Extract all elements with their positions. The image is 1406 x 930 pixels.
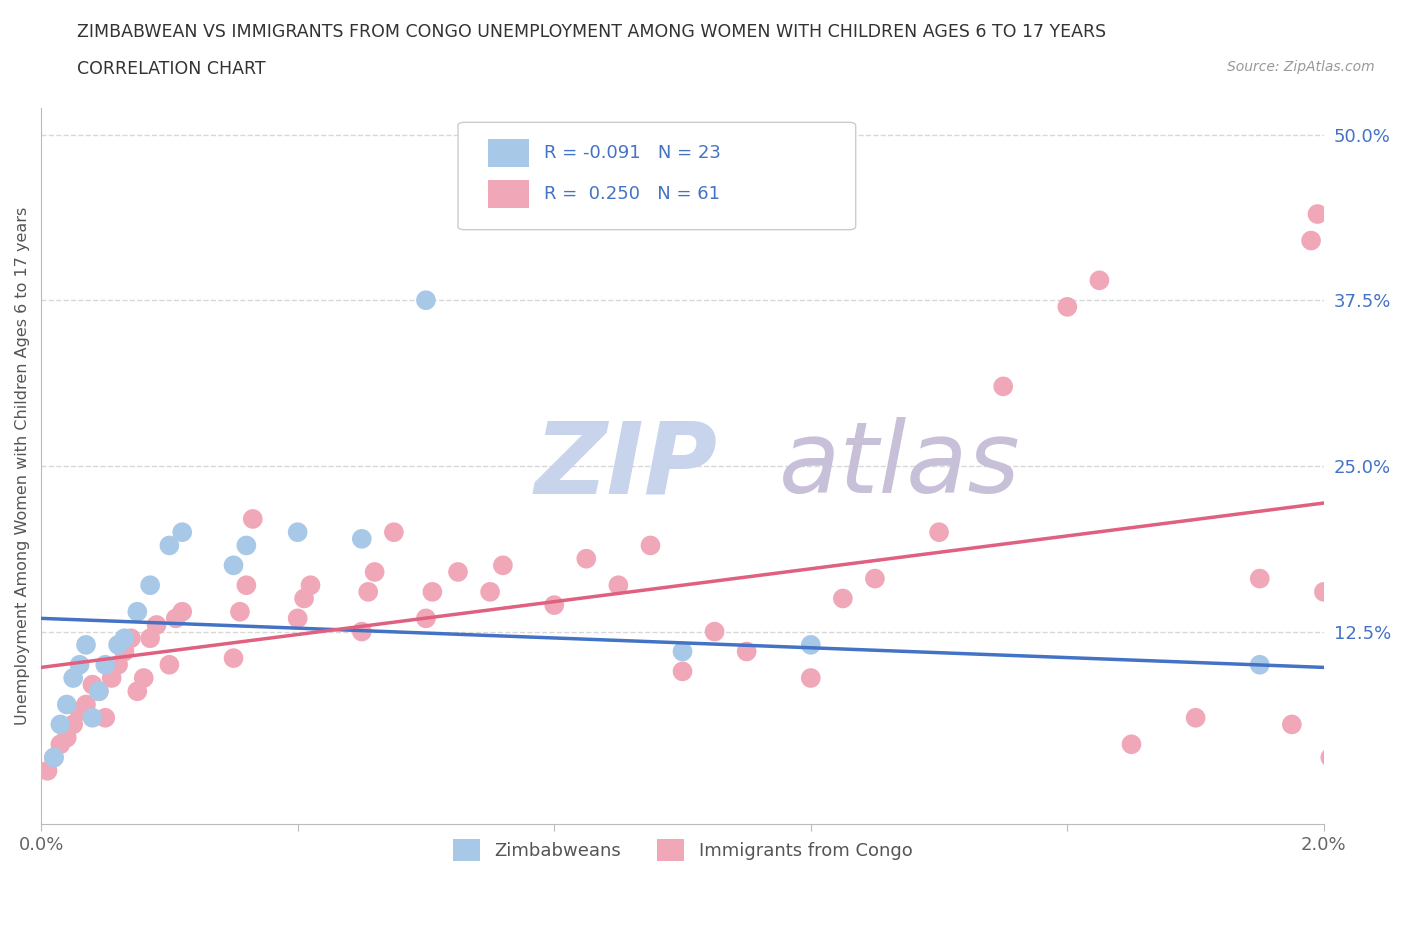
Point [735, 644, 758, 659]
Text: atlas: atlas [779, 418, 1021, 514]
Point [49, 717, 72, 732]
Point [1319, 751, 1341, 765]
Point [139, 631, 162, 645]
Point [62, 717, 84, 732]
Point [132, 671, 155, 685]
Point [287, 525, 309, 539]
Point [235, 578, 257, 592]
Text: Source: ZipAtlas.com: Source: ZipAtlas.com [1227, 60, 1375, 74]
Point [157, 658, 180, 672]
Point [703, 624, 725, 639]
Point [422, 584, 444, 599]
Point [100, 671, 122, 685]
Point [75, 698, 97, 712]
Point [671, 664, 693, 679]
Point [69, 658, 91, 672]
Point [1299, 233, 1322, 248]
Point [543, 598, 565, 613]
Point [1249, 571, 1271, 586]
Point [87, 684, 110, 698]
Text: ZIMBABWEAN VS IMMIGRANTS FROM CONGO UNEMPLOYMENT AMONG WOMEN WITH CHILDREN AGES : ZIMBABWEAN VS IMMIGRANTS FROM CONGO UNEM… [77, 23, 1107, 41]
Point [235, 538, 257, 553]
FancyBboxPatch shape [488, 179, 529, 208]
Point [87, 684, 110, 698]
Point [62, 671, 84, 685]
Point [993, 379, 1015, 393]
Text: ZIP: ZIP [536, 418, 718, 514]
FancyBboxPatch shape [458, 123, 856, 230]
Point [350, 531, 373, 546]
Text: CORRELATION CHART: CORRELATION CHART [77, 60, 266, 78]
Point [222, 558, 245, 573]
Point [1313, 584, 1336, 599]
Point [55, 698, 77, 712]
Point [287, 611, 309, 626]
Point [75, 637, 97, 652]
Point [145, 618, 167, 632]
Point [607, 578, 630, 592]
Point [447, 565, 470, 579]
Point [1326, 717, 1348, 732]
Point [382, 525, 405, 539]
Legend: Zimbabweans, Immigrants from Congo: Zimbabweans, Immigrants from Congo [446, 832, 920, 869]
Point [242, 512, 264, 526]
Point [1331, 684, 1354, 698]
Point [69, 704, 91, 719]
Point [492, 558, 515, 573]
Point [1249, 658, 1271, 672]
Point [1056, 299, 1078, 314]
Point [107, 658, 129, 672]
Point [415, 293, 437, 308]
Point [107, 637, 129, 652]
Point [127, 684, 149, 698]
Text: R =  0.250   N = 61: R = 0.250 N = 61 [544, 185, 720, 203]
Point [49, 737, 72, 751]
Point [1184, 711, 1206, 725]
Point [157, 538, 180, 553]
Point [575, 551, 598, 566]
Point [831, 591, 853, 606]
Point [42, 751, 65, 765]
Point [415, 611, 437, 626]
Point [94, 711, 117, 725]
Point [1281, 717, 1303, 732]
Point [55, 730, 77, 745]
Point [222, 651, 245, 666]
Point [127, 604, 149, 619]
Point [165, 611, 187, 626]
Point [1306, 206, 1329, 221]
Point [299, 578, 322, 592]
Point [863, 571, 886, 586]
Point [94, 658, 117, 672]
Point [1088, 272, 1111, 287]
Point [350, 624, 373, 639]
Point [928, 525, 950, 539]
Point [82, 677, 104, 692]
Point [363, 565, 385, 579]
Point [640, 538, 662, 553]
Point [37, 764, 59, 778]
Point [292, 591, 315, 606]
Point [479, 584, 502, 599]
Point [172, 525, 194, 539]
Point [1121, 737, 1143, 751]
Point [42, 751, 65, 765]
Text: R = -0.091   N = 23: R = -0.091 N = 23 [544, 144, 721, 162]
Point [800, 637, 823, 652]
Point [800, 671, 823, 685]
Point [671, 644, 693, 659]
FancyBboxPatch shape [488, 139, 529, 167]
Point [82, 711, 104, 725]
Point [114, 644, 136, 659]
Y-axis label: Unemployment Among Women with Children Ages 6 to 17 years: Unemployment Among Women with Children A… [15, 206, 30, 725]
Point [229, 604, 252, 619]
Point [357, 584, 380, 599]
Point [139, 578, 162, 592]
Point [114, 631, 136, 645]
Point [120, 631, 142, 645]
Point [172, 604, 194, 619]
